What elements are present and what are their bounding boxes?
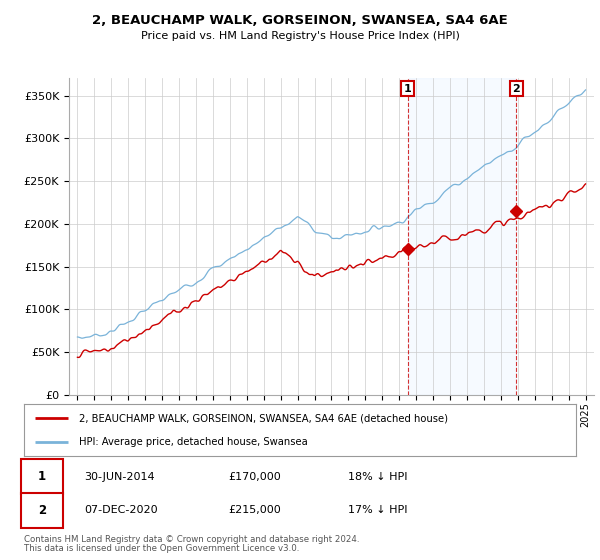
- Text: 2: 2: [38, 503, 46, 517]
- Bar: [408, 78, 517, 395]
- Text: 2: 2: [512, 83, 520, 94]
- Text: £215,000: £215,000: [228, 505, 281, 515]
- Text: 07-DEC-2020: 07-DEC-2020: [84, 505, 158, 515]
- Text: 1: 1: [404, 83, 412, 94]
- Text: 30-JUN-2014: 30-JUN-2014: [84, 472, 155, 482]
- Text: 18% ↓ HPI: 18% ↓ HPI: [348, 472, 407, 482]
- Text: HPI: Average price, detached house, Swansea: HPI: Average price, detached house, Swan…: [79, 437, 308, 447]
- Text: This data is licensed under the Open Government Licence v3.0.: This data is licensed under the Open Gov…: [24, 544, 299, 553]
- Text: 2, BEAUCHAMP WALK, GORSEINON, SWANSEA, SA4 6AE (detached house): 2, BEAUCHAMP WALK, GORSEINON, SWANSEA, S…: [79, 413, 448, 423]
- Text: 1: 1: [38, 470, 46, 483]
- Text: 2, BEAUCHAMP WALK, GORSEINON, SWANSEA, SA4 6AE: 2, BEAUCHAMP WALK, GORSEINON, SWANSEA, S…: [92, 14, 508, 27]
- Text: 17% ↓ HPI: 17% ↓ HPI: [348, 505, 407, 515]
- Text: £170,000: £170,000: [228, 472, 281, 482]
- Text: Price paid vs. HM Land Registry's House Price Index (HPI): Price paid vs. HM Land Registry's House …: [140, 31, 460, 41]
- Text: Contains HM Land Registry data © Crown copyright and database right 2024.: Contains HM Land Registry data © Crown c…: [24, 535, 359, 544]
